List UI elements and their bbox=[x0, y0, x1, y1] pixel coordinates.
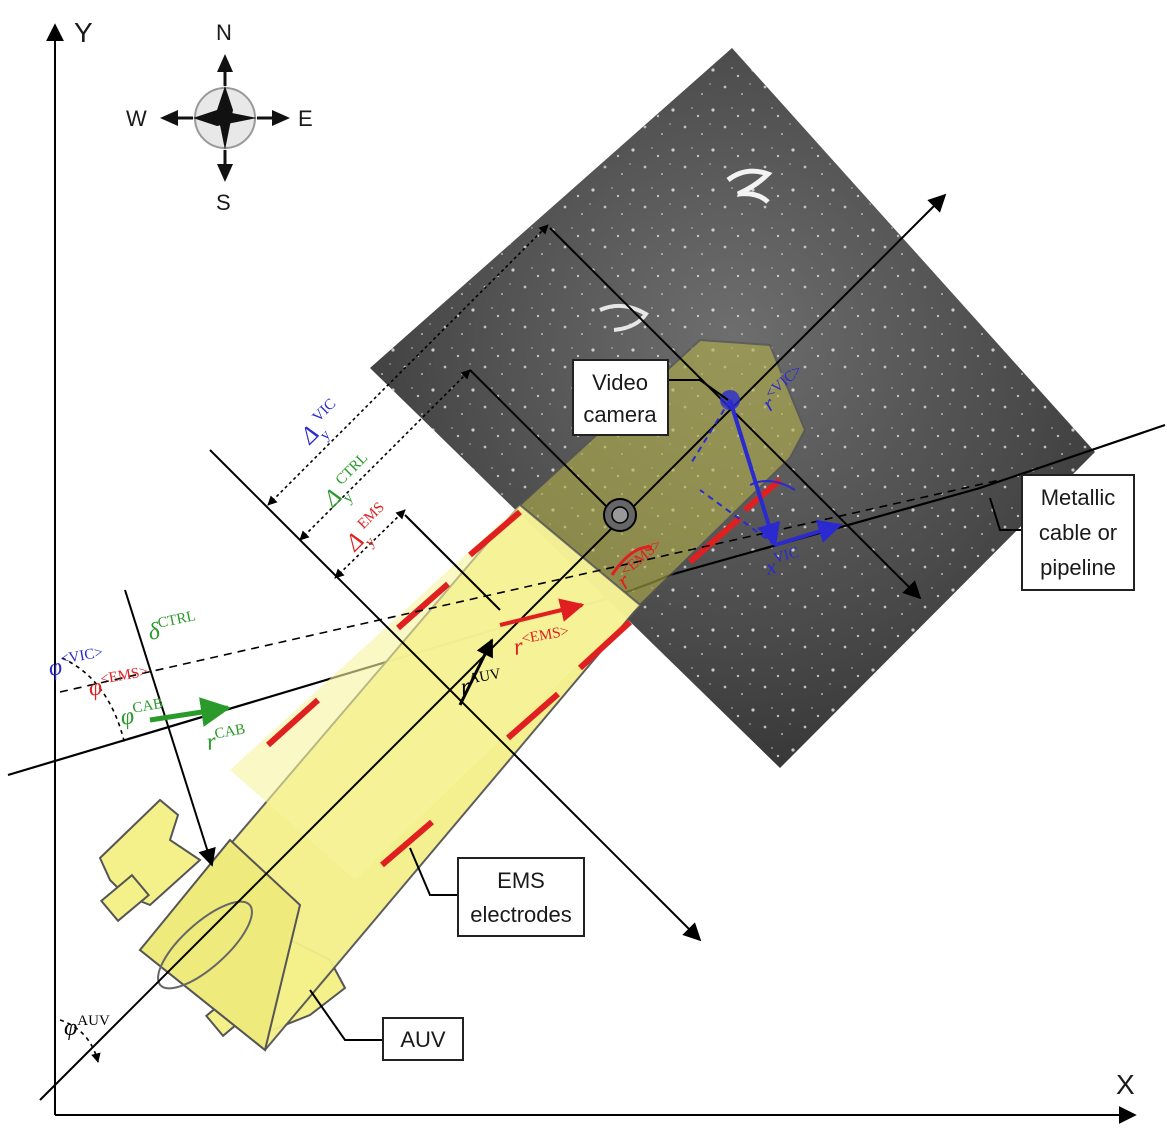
ems-electrodes-callout: EMS electrodes bbox=[457, 857, 585, 937]
callout-leaders bbox=[309, 379, 1022, 1041]
video-camera-label-line1: Video bbox=[592, 370, 648, 395]
r-cab-vector bbox=[149, 697, 231, 727]
compass-west-label: W bbox=[126, 106, 147, 131]
auv-body bbox=[98, 338, 807, 1052]
phi-auv-label: φAUV bbox=[64, 1013, 110, 1041]
ems-electrodes-label-line2: electrodes bbox=[470, 902, 572, 927]
phi-ems-label: φ<EMS> bbox=[86, 664, 151, 702]
axes: Y X bbox=[46, 17, 1137, 1124]
x-axis-label: X bbox=[1116, 1069, 1135, 1100]
compass-north-label: N bbox=[216, 20, 232, 45]
metallic-cable-label-line3: pipeline bbox=[1040, 555, 1116, 580]
vectors bbox=[149, 399, 843, 727]
auv-callout: AUV bbox=[382, 1017, 464, 1061]
y-axis-label: Y bbox=[74, 17, 93, 48]
center-markers bbox=[603, 390, 740, 532]
auv-label: AUV bbox=[400, 1027, 446, 1052]
delta-ems-label: ΔyEMS bbox=[339, 499, 401, 561]
compass-south-label: S bbox=[216, 190, 231, 215]
metallic-cable-callout: Metallic cable or pipeline bbox=[1021, 474, 1135, 591]
x-vic-vector bbox=[774, 519, 843, 547]
r-auv-label: rAUV bbox=[458, 666, 504, 701]
metallic-cable-label-line2: cable or bbox=[1039, 520, 1117, 545]
r-auv-vector bbox=[458, 638, 494, 706]
phi-vic-label: φ<VIC> bbox=[46, 645, 106, 682]
ems-electrodes-label-line1: EMS bbox=[497, 868, 545, 893]
r-vic-vector bbox=[728, 399, 781, 548]
compass-east-label: E bbox=[298, 106, 313, 131]
delta-vic-label: ΔyVIC bbox=[294, 396, 352, 454]
video-camera-callout: Video camera bbox=[572, 359, 669, 436]
delta-ctrl-angle-label: δCTRL bbox=[145, 608, 199, 646]
phi-cab-label: φCAB bbox=[118, 696, 166, 731]
r-cab-label: rCAB bbox=[204, 721, 248, 756]
compass-icon: N S E W bbox=[126, 20, 313, 215]
video-camera-label-line2: camera bbox=[583, 402, 657, 427]
r-ems-vector bbox=[499, 598, 585, 627]
metallic-cable-label-line1: Metallic bbox=[1041, 485, 1116, 510]
